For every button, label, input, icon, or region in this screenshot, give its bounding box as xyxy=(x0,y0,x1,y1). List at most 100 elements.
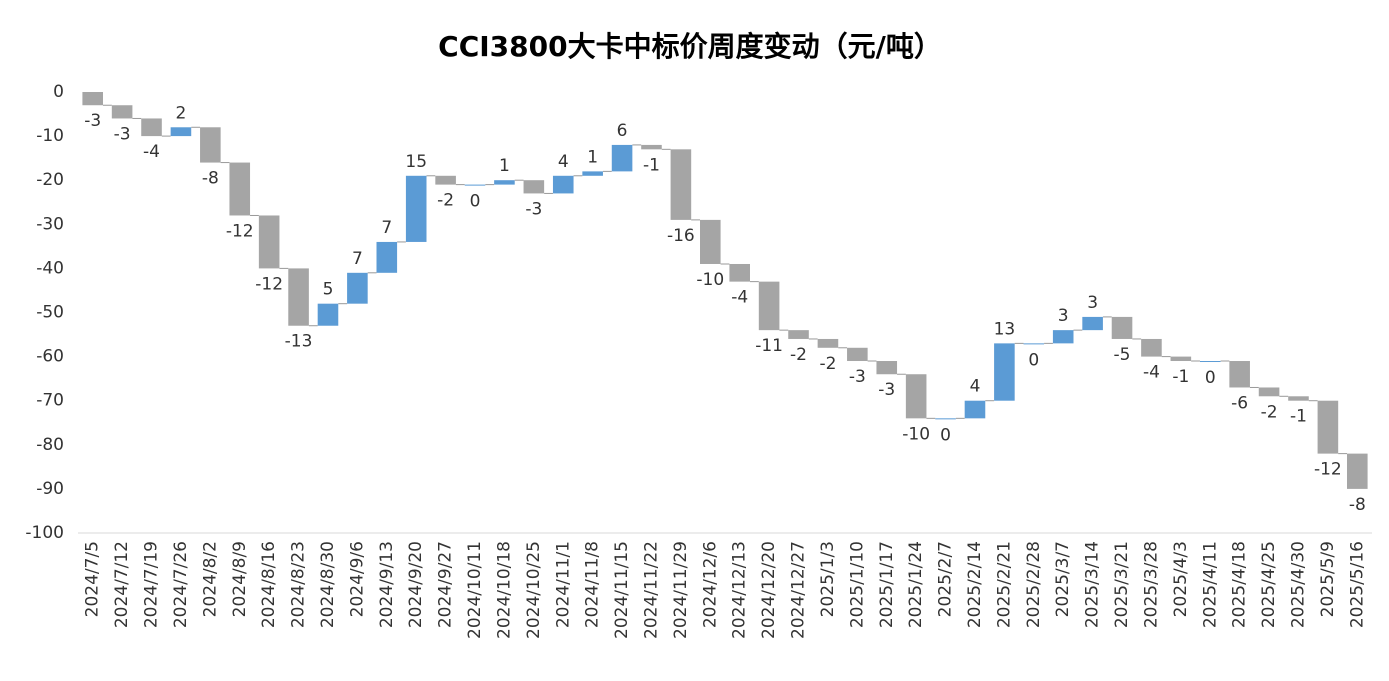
x-tick-label: 2024/9/13 xyxy=(377,541,397,628)
data-label: -4 xyxy=(1143,363,1160,383)
data-label: 0 xyxy=(1028,350,1039,370)
x-tick-label: 2025/5/16 xyxy=(1347,541,1367,628)
bar xyxy=(817,338,839,348)
bar xyxy=(82,92,103,106)
bar xyxy=(729,263,750,282)
y-tick-label: -70 xyxy=(36,391,64,411)
data-label: 5 xyxy=(323,280,334,300)
bar xyxy=(994,343,1015,401)
bar xyxy=(376,241,398,273)
data-label: 1 xyxy=(499,156,510,176)
x-tick-label: 2025/4/11 xyxy=(1200,541,1220,628)
bar xyxy=(905,374,927,419)
chart-title: CCI3800大卡中标价周度变动（元/吨） xyxy=(438,30,942,63)
bar xyxy=(1141,338,1162,357)
bar xyxy=(876,361,898,375)
x-tick-label: 2025/2/21 xyxy=(994,541,1014,628)
x-tick-label: 2024/8/16 xyxy=(259,541,279,628)
data-label: -3 xyxy=(114,124,131,144)
bar xyxy=(847,347,868,362)
data-label: -2 xyxy=(437,191,454,211)
data-label: 0 xyxy=(1205,368,1216,388)
bar xyxy=(347,272,368,304)
x-tick-label: 2024/8/23 xyxy=(289,541,309,628)
bar xyxy=(758,281,780,331)
x-tick-label: 2025/2/14 xyxy=(965,541,985,628)
data-label: 0 xyxy=(470,192,481,212)
x-tick-label: 2025/4/30 xyxy=(1288,541,1308,628)
data-label: -1 xyxy=(643,155,660,175)
bar xyxy=(1111,316,1133,339)
x-tick-label: 2025/1/17 xyxy=(877,541,897,628)
y-tick-label: -10 xyxy=(36,126,64,146)
x-tick-label: 2024/7/5 xyxy=(83,541,103,617)
x-tick-label: 2024/8/2 xyxy=(200,541,220,617)
x-tick-label: 2025/4/18 xyxy=(1230,541,1250,628)
x-tick-label: 2025/3/28 xyxy=(1141,541,1161,628)
y-tick-label: -20 xyxy=(36,170,64,190)
data-label: -1 xyxy=(1172,367,1189,387)
y-tick-label: -80 xyxy=(36,435,64,455)
bar xyxy=(1347,453,1368,489)
data-label: -4 xyxy=(731,288,748,308)
x-tick-label: 2024/11/15 xyxy=(612,541,632,639)
data-label: -8 xyxy=(202,169,219,189)
data-label: 4 xyxy=(558,152,569,172)
x-tick-label: 2024/9/6 xyxy=(347,541,367,617)
data-label: -10 xyxy=(696,270,724,290)
bar xyxy=(170,127,192,137)
bar xyxy=(435,175,456,185)
bar xyxy=(111,105,133,119)
y-tick-label: 0 xyxy=(53,82,64,102)
x-tick-label: 2024/8/9 xyxy=(230,541,250,617)
data-label: 3 xyxy=(1087,293,1098,313)
data-label: -2 xyxy=(1261,402,1278,422)
data-label: -12 xyxy=(255,274,283,294)
data-label: -4 xyxy=(143,142,160,162)
data-label: -2 xyxy=(819,354,836,374)
data-label: -8 xyxy=(1349,495,1366,515)
x-tick-label: 2024/12/13 xyxy=(730,541,750,639)
x-tick-label: 2024/11/8 xyxy=(583,541,603,628)
bar xyxy=(1082,316,1103,331)
bar xyxy=(141,118,162,137)
x-tick-label: 2025/4/25 xyxy=(1259,541,1279,628)
y-tick-label: -50 xyxy=(36,303,64,323)
bar xyxy=(1317,400,1339,454)
x-tick-label: 2024/7/26 xyxy=(171,541,191,628)
bar xyxy=(229,162,251,216)
data-label: 1 xyxy=(587,147,598,167)
data-label: -5 xyxy=(1114,345,1131,365)
data-label: -3 xyxy=(84,111,101,131)
x-tick-label: 2025/3/14 xyxy=(1083,541,1103,628)
x-tick-label: 2025/2/28 xyxy=(1024,541,1044,628)
bar xyxy=(1288,396,1309,401)
x-tick-label: 2024/12/27 xyxy=(789,541,809,639)
y-tick-label: -60 xyxy=(36,347,64,367)
data-label: -2 xyxy=(790,345,807,365)
data-label: -13 xyxy=(285,332,313,352)
x-tick-label: 2024/9/27 xyxy=(436,541,456,628)
bar xyxy=(1258,387,1280,397)
x-tick-label: 2024/9/20 xyxy=(406,541,426,628)
y-tick-label: -90 xyxy=(36,479,64,499)
x-tick-label: 2024/10/18 xyxy=(494,541,514,639)
x-tick-label: 2024/8/30 xyxy=(318,541,338,628)
x-tick-label: 2024/11/1 xyxy=(553,541,573,628)
x-tick-label: 2024/12/20 xyxy=(759,541,779,639)
data-label: 6 xyxy=(617,121,628,141)
x-tick-label: 2024/11/29 xyxy=(671,541,691,639)
bar xyxy=(964,400,986,419)
data-label: 4 xyxy=(970,377,981,397)
data-label: 15 xyxy=(405,152,427,172)
data-label: 13 xyxy=(994,319,1016,339)
bar xyxy=(700,219,721,264)
data-label: -3 xyxy=(525,199,542,219)
data-label: 7 xyxy=(381,218,392,238)
bar xyxy=(317,303,339,326)
bar xyxy=(405,175,427,242)
bar xyxy=(1052,330,1074,344)
bar xyxy=(1170,356,1192,362)
